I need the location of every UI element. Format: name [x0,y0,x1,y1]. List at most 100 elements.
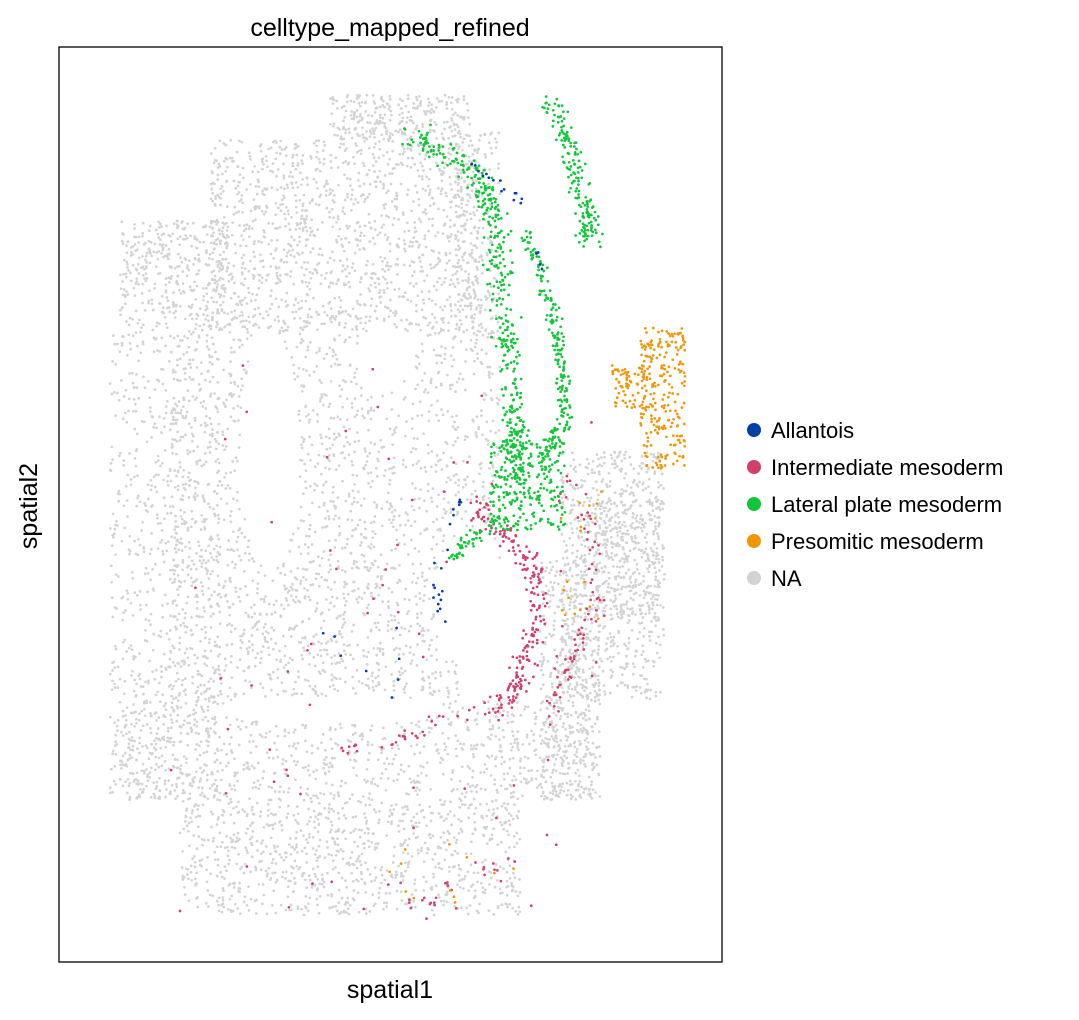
data-point [295,211,299,214]
data-point [128,552,131,556]
data-point [304,218,308,221]
data-point [159,629,163,633]
data-point [385,562,389,566]
data-point [313,530,317,534]
data-point [147,299,151,303]
data-point [308,651,311,655]
data-point [164,289,168,292]
data-point [436,459,440,463]
data-point [367,482,370,485]
data-point [244,725,248,729]
data-point [294,180,298,184]
data-point [481,433,484,437]
data-point [263,235,267,239]
data-point [357,102,361,105]
data-point [275,239,279,242]
data-point [565,781,569,785]
data-point [392,311,395,315]
data-point [123,638,127,642]
data-point [279,186,283,189]
data-point [136,496,139,500]
data-point [265,613,269,616]
data-point [190,509,194,513]
data-point [138,543,142,547]
data-point [164,411,168,415]
data-point [343,149,347,152]
data-point [206,705,210,709]
data-point [325,352,329,356]
data-point [461,706,465,710]
data-point [138,751,141,755]
data-point [452,358,456,362]
data-point [338,333,341,337]
data-point [377,674,380,678]
data-point [325,179,328,183]
data-point [233,771,237,775]
data-point [341,310,344,313]
data-point [430,312,434,316]
data-point [146,681,150,685]
data-point [511,745,515,749]
data-point [298,475,302,479]
data-point [153,282,157,286]
data-point [383,688,387,692]
data-point [457,244,460,248]
data-point [413,520,417,523]
data-point [124,713,127,717]
data-point [434,676,437,680]
data-point [370,798,374,802]
data-point [362,654,366,658]
data-point [350,534,354,538]
data-point [406,138,409,141]
data-point [394,628,397,632]
data-point [385,102,389,106]
data-point [471,349,474,353]
data-point [216,513,220,517]
data-point [304,486,308,490]
data-point [303,462,306,466]
data-point [259,143,263,146]
data-point [457,328,461,332]
data-point [179,435,183,439]
data-point [387,215,391,219]
data-point [544,730,548,734]
data-point [324,642,328,645]
data-point [369,408,373,412]
data-point [111,791,114,794]
data-point [428,686,432,689]
data-point [402,295,406,298]
data-point [193,398,197,402]
data-point [442,209,446,212]
data-point [456,183,460,186]
data-point [332,793,336,797]
data-point [387,586,391,590]
data-point [434,353,438,357]
data-point [271,647,275,651]
data-point [223,290,227,294]
data-point [260,735,264,738]
data-point [240,234,243,237]
data-point [319,654,323,658]
data-point [166,399,169,403]
data-point [427,297,431,301]
data-point [193,479,196,483]
data-point [331,443,335,447]
data-point [186,452,190,455]
data-point [306,452,310,456]
data-point [444,745,448,749]
data-point [387,268,390,271]
data-point [341,269,344,273]
data-point [400,130,404,134]
data-point [291,164,295,168]
data-point [388,298,392,302]
data-point [184,521,188,524]
data-point [359,231,363,235]
data-point [477,427,480,431]
data-point [282,564,285,568]
data-point [108,527,112,530]
data-point [231,602,235,606]
data-point [144,628,147,632]
data-point [376,565,380,569]
data-point [235,302,238,306]
data-point [313,234,317,238]
